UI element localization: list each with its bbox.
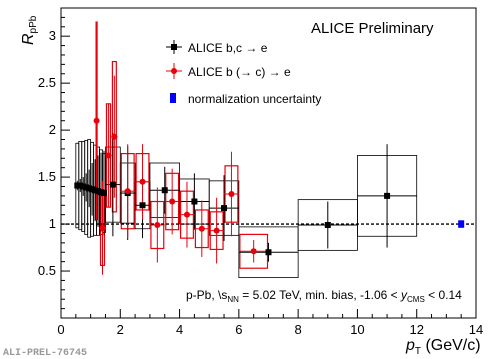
b-data-point — [198, 225, 205, 232]
b-data-point — [154, 222, 161, 228]
annotation-post: < 0.14 — [425, 288, 462, 302]
bc-data-point — [324, 222, 331, 228]
annotation-pre: p-Pb, — [186, 288, 218, 302]
annotation-nn: NN — [227, 295, 239, 304]
annotation-cms: CMS — [407, 295, 425, 304]
annotation-mid: = 5.02 TeV, min. bias, -1.06 < — [239, 288, 401, 302]
x-tick-label: 12 — [409, 322, 423, 337]
data-markers — [74, 117, 465, 256]
legend-norm-marker — [170, 93, 176, 103]
x-tick-label: 0 — [57, 322, 64, 337]
b-data-point — [124, 188, 131, 195]
collision-annotation: p-Pb, \sNN = 5.02 TeV, min. bias, -1.06 … — [186, 288, 462, 304]
b-data-point — [213, 227, 220, 234]
b-data-point — [169, 198, 176, 205]
x-tick-label: 2 — [117, 322, 124, 337]
bc-data-point — [265, 249, 272, 256]
y-axis-label-main: R — [20, 33, 37, 45]
b-data-point — [111, 133, 118, 140]
annotation-s: s — [221, 288, 227, 302]
axis-ticks — [60, 16, 477, 318]
legend-bc-marker — [171, 44, 177, 50]
legend-norm-label: normalization uncertainty — [188, 92, 321, 106]
bc-data-point — [139, 202, 146, 209]
y-axis-label: RpPb — [20, 15, 39, 45]
y-tick-label: 2 — [49, 122, 56, 137]
x-tick-label: 8 — [295, 322, 302, 337]
bc-data-point — [109, 181, 116, 188]
annotation-y: y — [400, 288, 408, 302]
y-tick-label: 1.5 — [38, 169, 56, 184]
y-tick-label: 1 — [49, 216, 56, 231]
x-axis-label-sub: T — [415, 346, 421, 357]
x-axis-label: pT (GeV/c) — [405, 337, 481, 357]
bc-data-point — [161, 187, 168, 194]
bc-data-point — [221, 205, 228, 212]
b-data-point — [93, 117, 100, 124]
legend-bc-label: ALICE b,c → e — [188, 41, 268, 55]
b-data-point — [105, 152, 112, 159]
legend: ALICE b,c → e ALICE b (→ c) → e normaliz… — [166, 40, 321, 106]
x-tick-label: 14 — [469, 322, 483, 337]
x-axis-label-unit: (GeV/c) — [421, 337, 481, 354]
x-tick-label: 10 — [350, 322, 364, 337]
annotation-sqrt: \ — [218, 288, 222, 302]
y-axis-label-sub: pPb — [28, 15, 39, 33]
bc-data-point — [100, 190, 107, 197]
b-data-point — [139, 178, 146, 185]
bc-data-point — [384, 192, 391, 199]
chart-title: ALICE Preliminary — [311, 20, 434, 37]
b-data-point — [183, 211, 190, 218]
legend-b-marker — [171, 68, 177, 74]
normalization-uncertainty-box — [458, 220, 465, 228]
b-data-point — [228, 191, 235, 197]
legend-b-label: ALICE b (→ c) → e — [188, 65, 291, 79]
y-tick-label: 2.5 — [38, 75, 56, 90]
bc-data-point — [191, 198, 198, 205]
b-data-point — [250, 248, 257, 255]
x-tick-label: 6 — [235, 322, 242, 337]
tick-labels: 0 2 4 6 8 10 12 14 0.5 1 1.5 2 2.5 3 — [38, 28, 483, 337]
x-axis-label-main: p — [405, 337, 415, 354]
x-tick-label: 4 — [176, 322, 183, 337]
b-data-point — [99, 224, 106, 231]
y-tick-label: 3 — [49, 28, 56, 43]
y-tick-label: 0.5 — [38, 263, 56, 278]
watermark: ALI-PREL-76745 — [3, 348, 87, 359]
